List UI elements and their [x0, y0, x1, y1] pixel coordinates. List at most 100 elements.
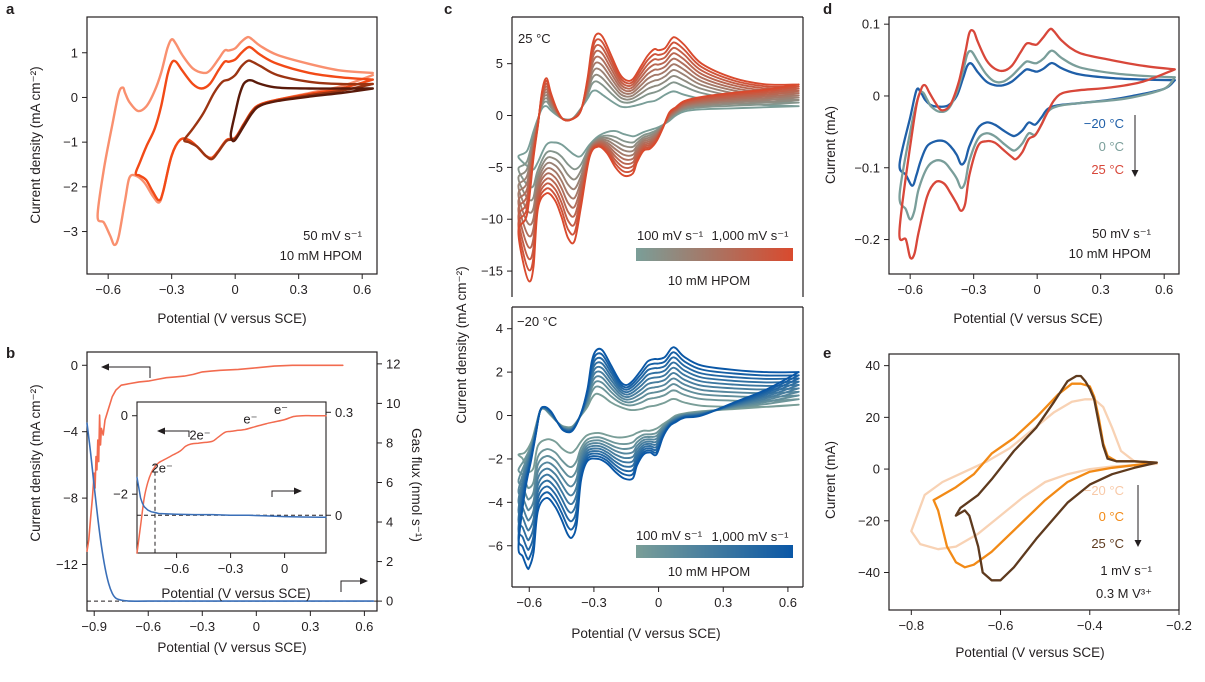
- panel-a-xtick-label: 0: [232, 282, 239, 297]
- panel-c-bottom-xtick-label: 0: [655, 595, 662, 610]
- panel-b-inset-xtick-label: −0.6: [164, 561, 190, 576]
- colorbar-bottom: [636, 545, 793, 558]
- panel-c-xlabel: Potential (V versus SCE): [571, 626, 720, 641]
- panel-e-legend-25: 25 °C: [1091, 536, 1124, 551]
- panel-d-frame: [888, 16, 1180, 275]
- panel-b-xlabel: Potential (V versus SCE): [157, 640, 306, 655]
- panel-c-bottom: −0.6 −0.3 0 0.3 0.6 4 2 0 −2 −4 −6: [488, 306, 804, 610]
- panel-d-legend-25: 25 °C: [1091, 162, 1124, 177]
- panel-c-bottom-ytick-label: −2: [488, 451, 503, 466]
- panel-a-xtick-label: 0.3: [290, 282, 308, 297]
- panel-c-bottom-temp: −20 °C: [517, 314, 557, 329]
- panel-label-e: e: [823, 345, 831, 362]
- panel-a: −0.6 −0.3 0 0.3 0.6 1 0 −1 −2 −3: [63, 16, 378, 297]
- panel-c-bottom-xtick-label: −0.6: [516, 595, 542, 610]
- panel-d-annotation-rate: 50 mV s⁻¹: [1092, 226, 1152, 241]
- panel-b-left-arrow: [101, 363, 151, 378]
- panel-a-xtick-label: −0.3: [159, 282, 185, 297]
- panel-b-ytick-label: −4: [63, 424, 78, 439]
- panel-e-frame: [888, 353, 1180, 611]
- panel-c-bottom-curve-600mVs: [517, 365, 800, 532]
- panel-b-ytick-label: −8: [63, 491, 78, 506]
- panel-d-curve-0: [898, 61, 1176, 187]
- panel-d-xtick-label: −0.6: [897, 282, 923, 297]
- panel-c-top-curve-800mVs: [517, 44, 800, 261]
- panel-b-inset-current-curve: [136, 414, 327, 554]
- panel-a-annotation-conc: 10 mM HPOM: [280, 248, 362, 263]
- panel-a-ytick-label: −3: [63, 224, 78, 239]
- panel-c-top-curve-400mVs: [517, 67, 800, 214]
- panel-c-bottom-curve-200mVs: [517, 385, 800, 490]
- panel-e-annotation-rate: 1 mV s⁻¹: [1100, 563, 1152, 578]
- panel-c-top-curve-300mVs: [517, 73, 800, 202]
- panel-e-legend-minus20: −20 °C: [1084, 483, 1124, 498]
- panel-d-xtick-label: 0: [1034, 282, 1041, 297]
- panel-a-curve-2: [183, 59, 374, 161]
- panel-b-inset: −0.6 −0.3 0 0 −2 0.3 0 2e⁻ 2e⁻ e⁻ e⁻: [113, 401, 353, 576]
- panel-a-ytick-label: 1: [71, 45, 78, 60]
- panel-e-xlabel: Potential (V versus SCE): [955, 645, 1104, 660]
- panel-b-ylabel-right: Gas flux (nmol s⁻¹): [409, 428, 424, 542]
- panel-e-xtick-label: −0.6: [988, 618, 1014, 633]
- panel-d-annotation-conc: 10 mM HPOM: [1069, 246, 1151, 261]
- panel-b-ytick-right-label: 12: [386, 356, 400, 371]
- panel-c-top-curve-700mVs: [517, 49, 800, 249]
- panel-c-bottom-ytick-label: 4: [496, 321, 503, 336]
- panel-e-ytick-label: 20: [866, 410, 880, 425]
- panel-a-xtick-label: −0.6: [95, 282, 121, 297]
- panel-e-xtick-label: −0.4: [1077, 618, 1103, 633]
- panel-c-top-curve-200mVs: [517, 80, 800, 189]
- panel-e-ytick-label: 40: [866, 358, 880, 373]
- panel-d-legend-arrow: [1131, 115, 1139, 177]
- panel-a-frame: [86, 16, 378, 275]
- panel-b-gasflux-curve: [86, 422, 375, 602]
- panel-b-xtick-label: 0.3: [301, 619, 319, 634]
- panel-b-ytick-label: −12: [56, 557, 78, 572]
- panel-d-ytick-label: 0.1: [862, 17, 880, 32]
- panel-b-inset-electron-label: e⁻: [243, 412, 257, 427]
- panel-label-b: b: [6, 345, 15, 362]
- colorbar-top-max-label: 1,000 mV s⁻¹: [712, 228, 790, 243]
- panel-a-annotation-rate: 50 mV s⁻¹: [303, 228, 363, 243]
- panel-b-frame: [86, 351, 378, 612]
- panel-b-ytick-right-label: 8: [386, 435, 393, 450]
- panel-d-legend-minus20: −20 °C: [1084, 116, 1124, 131]
- panel-a-ytick-label: 0: [71, 90, 78, 105]
- panel-a-xlabel: Potential (V versus SCE): [157, 311, 306, 326]
- panel-b-xtick-label: 0.6: [355, 619, 373, 634]
- colorbar-bottom-min-label: 100 mV s⁻¹: [636, 528, 703, 543]
- panel-b-ytick-right-label: 4: [386, 515, 393, 530]
- panel-b: −0.9 −0.6 −0.3 0 0.3 0.60−4−8−12121086420−0.6…: [56, 351, 400, 634]
- panel-d-xlabel: Potential (V versus SCE): [953, 311, 1102, 326]
- panel-d-ytick-label: 0: [873, 88, 880, 103]
- panel-a-ytick-label: −1: [63, 135, 78, 150]
- panel-e-annotation-conc: 0.3 M V³⁺: [1096, 586, 1152, 601]
- panel-d-xtick-label: −0.3: [961, 282, 987, 297]
- panel-c-bottom-ytick-label: 0: [496, 408, 503, 423]
- panel-c-bottom-curve-1000mVs: [517, 346, 800, 571]
- colorbar-top-caption: 10 mM HPOM: [668, 273, 750, 288]
- panel-label-c: c: [444, 1, 452, 18]
- panel-e-legend-arrow: [1134, 485, 1142, 547]
- panel-e-curve-2: [954, 374, 1158, 582]
- panel-b-ytick-right-label: 0: [386, 594, 393, 609]
- panel-b-inset-frame: [136, 401, 327, 554]
- panel-e-ytick-label: −20: [858, 513, 880, 528]
- panel-b-inset-electron-label: 2e⁻: [189, 427, 210, 442]
- panel-c-bottom-xtick-label: −0.3: [581, 595, 607, 610]
- panel-b-inset-right-arrow: [271, 487, 302, 497]
- panel-b-inset-xtick-label: −0.3: [218, 561, 244, 576]
- panel-label-d: d: [823, 1, 832, 18]
- panel-c-top-curve-100mVs: [517, 89, 800, 171]
- panel-c-bottom-xtick-label: 0.3: [714, 595, 732, 610]
- panel-e: −0.8 −0.6 −0.4 −0.2 40 20 0 −20 −40: [858, 353, 1192, 633]
- panel-c-bottom-curve-300mVs: [517, 380, 800, 501]
- panel-c-bottom-ytick-label: 2: [496, 365, 503, 380]
- panel-b-inset-ytick-label: 0: [121, 408, 128, 423]
- panel-b-inset-gasflux-curve: [136, 476, 327, 519]
- panel-a-ytick-label: −2: [63, 179, 78, 194]
- panel-a-xtick-label: 0.6: [353, 282, 371, 297]
- panel-b-inset-ytick-right-label: 0: [335, 508, 342, 523]
- panel-b-xtick-label: −0.9: [81, 619, 107, 634]
- panel-b-inset-electron-label: 2e⁻: [152, 461, 173, 476]
